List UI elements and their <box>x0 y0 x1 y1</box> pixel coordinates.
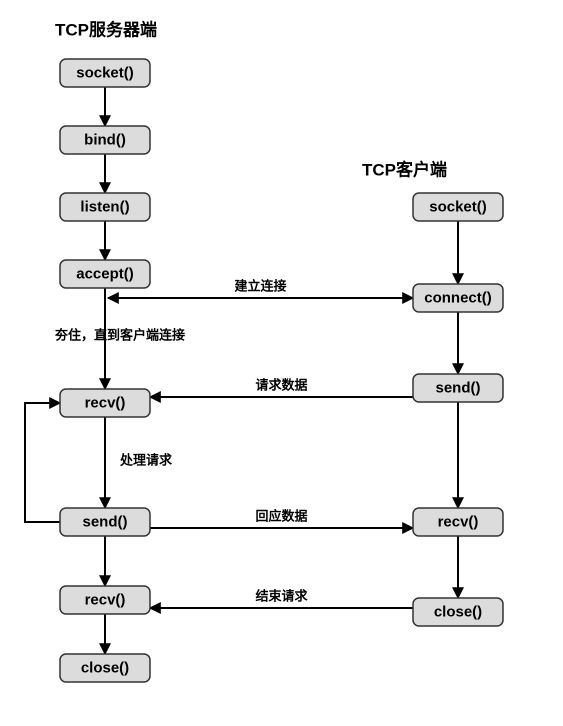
node-s-accept: accept() <box>60 260 150 288</box>
node-c-socket: socket() <box>413 193 503 221</box>
node-label-c-recv: recv() <box>438 514 479 531</box>
node-label-s-send: send() <box>83 514 128 531</box>
edge-label-e13: 请求数据 <box>255 378 307 393</box>
node-label-c-connect: connect() <box>424 290 492 307</box>
node-s-bind: bind() <box>60 126 150 154</box>
node-c-recv: recv() <box>413 508 503 536</box>
node-label-s-socket: socket() <box>76 65 134 82</box>
node-label-c-socket: socket() <box>429 199 487 216</box>
node-label-s-bind: bind() <box>84 132 126 149</box>
edge-label-e12: 建立连接 <box>234 279 286 294</box>
node-label-s-close: close() <box>81 660 129 677</box>
node-label-c-send: send() <box>436 380 481 397</box>
node-label-s-accept: accept() <box>76 266 134 283</box>
node-label-s-recv1: recv() <box>85 395 126 412</box>
t-server: TCP服务器端 <box>55 20 157 40</box>
t-client: TCP客户端 <box>362 160 447 180</box>
node-c-connect: connect() <box>413 284 503 312</box>
node-s-close: close() <box>60 654 150 682</box>
node-label-c-close: close() <box>434 604 482 621</box>
node-s-send: send() <box>60 508 150 536</box>
node-s-recv2: recv() <box>60 586 150 614</box>
node-c-send: send() <box>413 374 503 402</box>
lbl-block: 夯住，直到客户端连接 <box>54 328 185 343</box>
node-c-close: close() <box>413 598 503 626</box>
node-s-listen: listen() <box>60 193 150 221</box>
edge-label-e15: 结束请求 <box>255 589 308 604</box>
tcp-flowchart: 建立连接请求数据回应数据结束请求 socket() bind() listen() ac… <box>0 0 563 726</box>
node-s-socket: socket() <box>60 59 150 87</box>
node-s-recv1: recv() <box>60 389 150 417</box>
edge-label-e14: 回应数据 <box>255 509 307 524</box>
lbl-handle: 处理请求 <box>119 453 173 468</box>
node-label-s-recv2: recv() <box>85 592 126 609</box>
edge-loop <box>25 403 60 522</box>
node-label-s-listen: listen() <box>80 199 129 216</box>
